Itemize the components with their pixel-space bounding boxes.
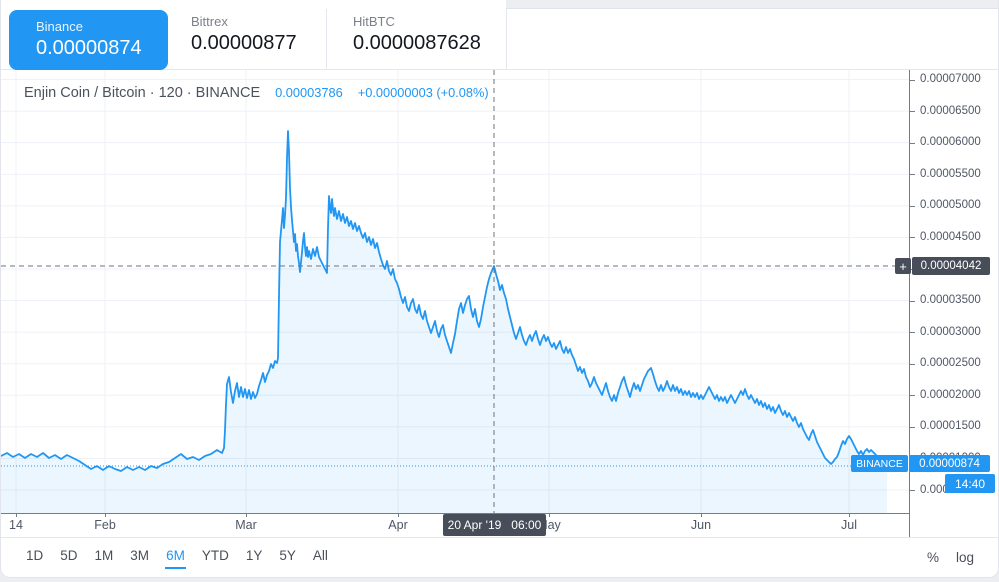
exchange-tabs-bar: Binance 0.00000874 Bittrex 0.00000877 Hi…	[1, 0, 998, 70]
y-axis-label: 0.00005500	[920, 167, 981, 180]
symbol-title[interactable]: Enjin Coin / Bitcoin · 120 · BINANCE	[24, 85, 261, 101]
percent-scale-button[interactable]: %	[926, 550, 939, 565]
log-scale-button[interactable]: log	[955, 550, 974, 565]
crosshair-price-badge: 0.00004042	[912, 257, 990, 275]
range-button-ytd[interactable]: YTD	[201, 546, 230, 569]
tab-divider	[326, 9, 327, 70]
y-axis-label: 0.00003000	[920, 325, 981, 338]
range-buttons: 1D 5D 1M 3M 6M YTD 1Y 5Y All	[25, 546, 329, 569]
tab-divider	[506, 9, 507, 70]
scale-buttons: % log	[927, 550, 974, 565]
tab-bittrex[interactable]: Bittrex 0.00000877	[168, 10, 326, 70]
y-axis-label: 0.00006500	[920, 104, 981, 117]
x-axis-label: Feb	[94, 518, 116, 532]
y-axis-label: 0.00004500	[920, 230, 981, 243]
range-button-5d[interactable]: 5D	[59, 546, 78, 569]
y-axis-label: 0.00006000	[920, 136, 981, 149]
bar-countdown-badge: 14:40	[945, 474, 995, 493]
tab-price: 0.00000877	[191, 32, 297, 54]
y-axis-label: 0.00003500	[920, 294, 981, 307]
price-axis-border	[909, 70, 910, 537]
x-axis-label: Jul	[841, 518, 857, 532]
y-axis-label: 0.00001500	[920, 420, 981, 433]
y-axis-label: 0.00002000	[920, 388, 981, 401]
bottom-toolbar: 1D 5D 1M 3M 6M YTD 1Y 5Y All % log	[1, 537, 998, 577]
price-chart[interactable]	[1, 70, 909, 513]
y-axis-label: 0.00005000	[920, 199, 981, 212]
tab-price: 0.00000874	[36, 37, 142, 59]
plus-icon: +	[895, 258, 911, 274]
area-fill	[1, 131, 887, 513]
widget-top-edge	[506, 0, 998, 9]
range-button-1d[interactable]: 1D	[25, 546, 44, 569]
crosshair-time-badge: 20 Apr '19 06:00	[443, 514, 546, 536]
exchange-tag-label: BINANCE	[851, 455, 908, 472]
tab-label: Bittrex	[191, 14, 228, 29]
range-button-6m[interactable]: 6M	[165, 546, 186, 569]
range-button-all[interactable]: All	[312, 546, 329, 569]
time-axis-border	[1, 513, 910, 514]
y-axis-label: 0.00007000	[920, 73, 981, 85]
range-button-1y[interactable]: 1Y	[245, 546, 264, 569]
tab-price: 0.0000087628	[353, 32, 481, 54]
x-axis-label: Mar	[235, 518, 257, 532]
chart-legend: Enjin Coin / Bitcoin · 120 · BINANCE 0.0…	[24, 85, 489, 101]
quote-price: 0.00003786	[275, 85, 343, 100]
x-axis-label: Jun	[690, 518, 712, 532]
x-axis-label: 14	[9, 518, 23, 532]
tab-hitbtc[interactable]: HitBTC 0.0000087628	[326, 10, 506, 70]
x-axis-label: Apr	[388, 518, 408, 532]
tab-label: Binance	[36, 19, 83, 34]
quote-change: +0.00000003 (+0.08%)	[357, 85, 489, 100]
price-line	[1, 130, 888, 472]
range-button-3m[interactable]: 3M	[129, 546, 150, 569]
range-button-5y[interactable]: 5Y	[278, 546, 297, 569]
tab-binance[interactable]: Binance 0.00000874	[9, 10, 168, 70]
range-button-1m[interactable]: 1M	[94, 546, 115, 569]
y-axis-label: 0.00002500	[920, 357, 981, 370]
tab-label: HitBTC	[353, 14, 395, 29]
last-price-badge: 0.00000874	[909, 455, 990, 472]
